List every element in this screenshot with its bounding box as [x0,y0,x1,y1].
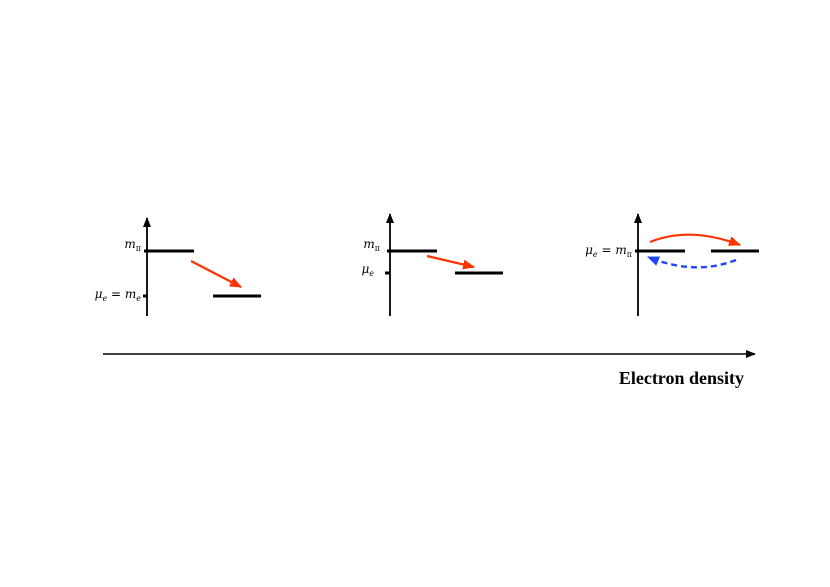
panel-1-mu-equals-me-label: μe = me [95,287,142,303]
panel-2-transition-arrow [426,254,475,270]
panel-3: μe = mπ [585,213,759,316]
panel-3-reverse-arrow [647,255,737,269]
panel-1-transition-arrow [190,260,242,288]
panel-2: mπ μe [361,213,503,316]
panel-3-forward-arrow [649,233,741,247]
electron-density-label: Electron density [619,368,744,388]
panel-1: mπ μe = me [95,217,261,316]
panel-1-pion-mass-label: mπ [124,237,141,253]
panel-2-mu-e-label: μe [361,262,374,278]
panel-3-mu-equals-mpi-label: μe = mπ [585,243,632,259]
panel-2-pion-mass-label: mπ [363,237,380,253]
